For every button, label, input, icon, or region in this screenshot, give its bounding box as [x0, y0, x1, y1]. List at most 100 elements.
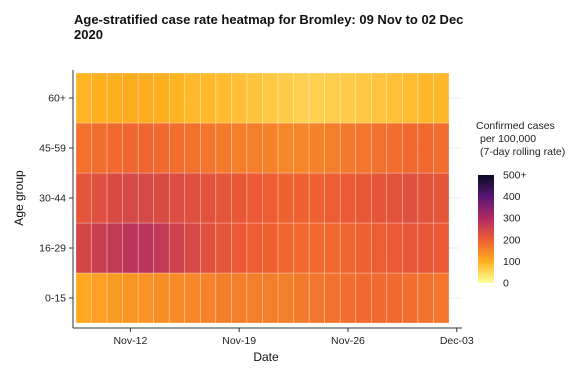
- heatmap-cell: [308, 222, 325, 274]
- heatmap-cell: [200, 172, 217, 224]
- heatmap-cell: [402, 122, 419, 174]
- x-tick-label: Dec-03: [440, 335, 474, 347]
- heatmap-cell: [386, 272, 403, 324]
- heatmap-cell: [262, 122, 279, 174]
- heatmap-cell: [324, 172, 341, 224]
- heatmap-cell: [168, 272, 186, 324]
- heatmap-cell: [122, 222, 139, 274]
- chart-title-line1: Age-stratified case rate heatmap for Bro…: [74, 12, 463, 27]
- heatmap-cell: [262, 272, 279, 324]
- heatmap-cell: [168, 172, 186, 224]
- heatmap-cell: [355, 272, 372, 324]
- heatmap-cell: [200, 72, 217, 124]
- legend-colorbar: [478, 175, 494, 283]
- heatmap-cell: [262, 72, 279, 124]
- legend-tick-label: 100: [503, 256, 521, 268]
- heatmap-cell: [433, 122, 450, 174]
- heatmap-cell: [153, 72, 170, 124]
- legend-title-line3: (7-day rolling rate): [480, 146, 565, 158]
- heatmap-cell: [277, 222, 294, 274]
- heatmap-cell: [308, 272, 325, 324]
- heatmap-cell: [91, 172, 108, 224]
- heatmap-cell: [246, 272, 263, 324]
- heatmap-cell: [370, 122, 388, 174]
- heatmap-cell: [417, 172, 434, 224]
- heatmap-cell: [293, 172, 310, 224]
- heatmap-cell: [370, 222, 388, 274]
- heatmap-cell: [246, 122, 263, 174]
- heatmap-cell: [137, 72, 155, 124]
- heatmap-cell: [277, 122, 294, 174]
- heatmap-cell: [433, 272, 450, 324]
- heatmap-cell: [231, 172, 248, 224]
- heatmap-cell: [246, 72, 263, 124]
- heatmap-cell: [215, 272, 232, 324]
- heatmap-cell: [246, 172, 263, 224]
- heatmap-cells: [75, 72, 450, 324]
- y-tick-label: 30-44: [39, 193, 66, 205]
- heatmap-cell: [215, 72, 232, 124]
- heatmap-cell: [355, 72, 372, 124]
- heatmap-cell: [106, 72, 123, 124]
- heatmap-cell: [324, 72, 341, 124]
- heatmap-cell: [386, 222, 403, 274]
- heatmap-cell: [402, 222, 419, 274]
- legend: Confirmed cases per 100,000 (7-day rolli…: [476, 120, 565, 290]
- heatmap-cell: [137, 272, 155, 324]
- legend-title-line1: Confirmed cases: [476, 120, 555, 132]
- heatmap-cell: [106, 272, 123, 324]
- heatmap-cell: [355, 122, 372, 174]
- heatmap-cell: [137, 122, 155, 174]
- axes: 0-15 16-29 30-44 45-59 60+ Nov-12 Nov-19 Nov-26…: [39, 70, 474, 347]
- heatmap-cell: [168, 122, 186, 174]
- heatmap-cell: [355, 222, 372, 274]
- heatmap-cell: [153, 122, 170, 174]
- heatmap-cell: [106, 122, 123, 174]
- heatmap-cell: [91, 272, 108, 324]
- heatmap-cell: [402, 172, 419, 224]
- legend-tick-label: 400: [503, 191, 521, 203]
- heatmap-cell: [402, 72, 419, 124]
- heatmap-cell: [91, 72, 108, 124]
- heatmap-cell: [308, 122, 325, 174]
- heatmap-cell: [370, 72, 388, 124]
- chart-title-line2: 2020: [74, 27, 103, 42]
- y-tick-label: 16-29: [39, 243, 66, 255]
- heatmap-cell: [277, 72, 294, 124]
- y-tick-label: 45-59: [39, 143, 66, 155]
- heatmap-cell: [122, 172, 139, 224]
- heatmap-cell: [231, 272, 248, 324]
- heatmap-cell: [137, 172, 155, 224]
- heatmap-cell: [402, 272, 419, 324]
- heatmap-cell: [215, 222, 232, 274]
- y-tick-label: 60+: [48, 93, 66, 105]
- heatmap-cell: [184, 222, 201, 274]
- heatmap-cell: [153, 222, 170, 274]
- heatmap-cell: [184, 272, 201, 324]
- heatmap-cell: [75, 122, 92, 174]
- heatmap-cell: [200, 222, 217, 274]
- heatmap-cell: [231, 122, 248, 174]
- heatmap-cell: [308, 72, 325, 124]
- x-tick-label: Nov-26: [331, 335, 365, 347]
- heatmap-cell: [277, 272, 294, 324]
- heatmap-cell: [417, 222, 434, 274]
- heatmap-cell: [91, 222, 108, 274]
- heatmap-cell: [324, 272, 341, 324]
- heatmap-cell: [417, 122, 434, 174]
- heatmap-cell: [339, 222, 357, 274]
- heatmap-cell: [122, 272, 139, 324]
- heatmap-cell: [231, 222, 248, 274]
- legend-tick-label: 0: [503, 278, 509, 290]
- heatmap-cell: [246, 222, 263, 274]
- heatmap-cell: [75, 72, 92, 124]
- heatmap-cell: [370, 172, 388, 224]
- heatmap-cell: [184, 72, 201, 124]
- heatmap-cell: [339, 72, 357, 124]
- heatmap-cell: [231, 72, 248, 124]
- heatmap-cell: [277, 172, 294, 224]
- heatmap-cell: [91, 122, 108, 174]
- heatmap-cell: [339, 272, 357, 324]
- heatmap-cell: [153, 272, 170, 324]
